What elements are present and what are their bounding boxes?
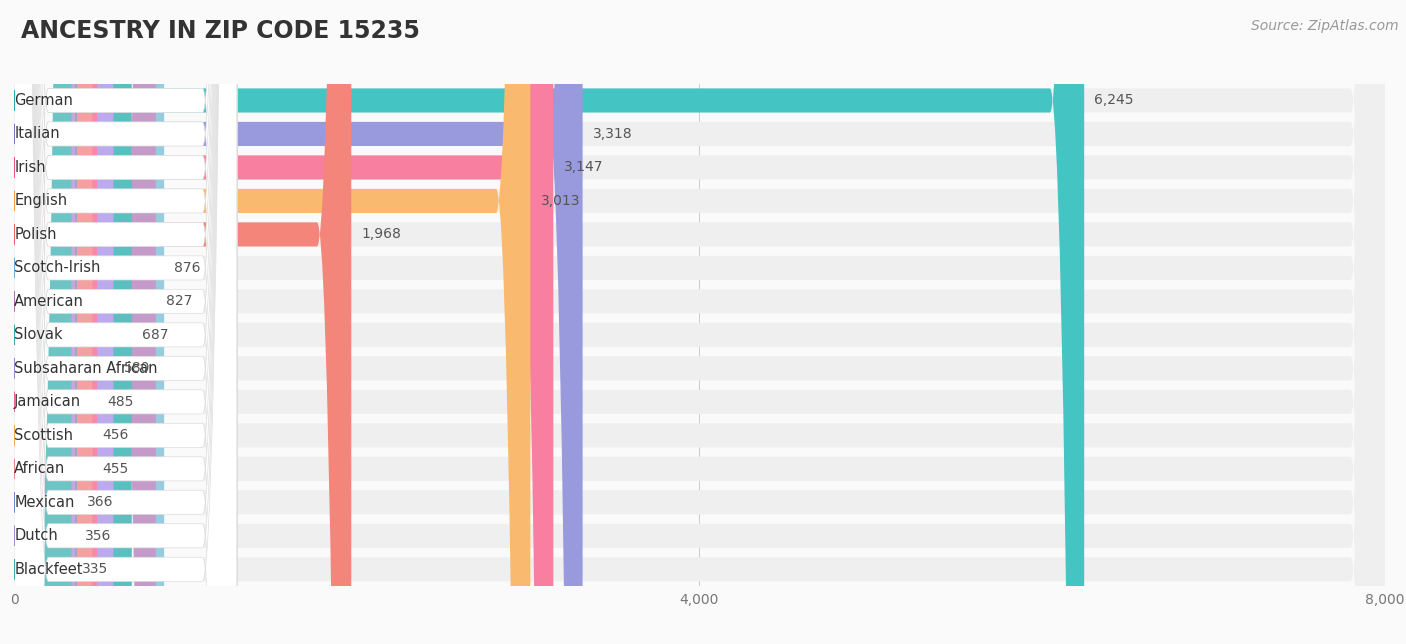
Text: Slovak: Slovak	[14, 327, 63, 343]
FancyBboxPatch shape	[14, 0, 1385, 644]
Text: Scottish: Scottish	[14, 428, 73, 443]
Text: 335: 335	[82, 562, 108, 576]
Text: 3,318: 3,318	[593, 127, 633, 141]
FancyBboxPatch shape	[14, 0, 352, 644]
Text: 580: 580	[124, 361, 150, 375]
Text: 456: 456	[103, 428, 129, 442]
Text: American: American	[14, 294, 84, 309]
FancyBboxPatch shape	[14, 0, 236, 644]
FancyBboxPatch shape	[14, 0, 236, 644]
FancyBboxPatch shape	[14, 0, 132, 644]
FancyBboxPatch shape	[14, 0, 582, 644]
Text: 876: 876	[174, 261, 201, 275]
Text: 3,013: 3,013	[541, 194, 581, 208]
FancyBboxPatch shape	[14, 0, 156, 644]
FancyBboxPatch shape	[14, 0, 1385, 644]
FancyBboxPatch shape	[14, 0, 236, 644]
FancyBboxPatch shape	[14, 0, 236, 644]
FancyBboxPatch shape	[14, 0, 236, 644]
FancyBboxPatch shape	[14, 0, 165, 644]
Text: English: English	[14, 193, 67, 209]
FancyBboxPatch shape	[14, 0, 1385, 644]
FancyBboxPatch shape	[14, 0, 1385, 644]
Text: Mexican: Mexican	[14, 495, 75, 510]
FancyBboxPatch shape	[14, 0, 236, 644]
Text: 3,147: 3,147	[564, 160, 603, 175]
Text: 687: 687	[142, 328, 169, 342]
FancyBboxPatch shape	[14, 0, 1084, 644]
FancyBboxPatch shape	[14, 0, 236, 644]
Text: Dutch: Dutch	[14, 528, 58, 544]
FancyBboxPatch shape	[14, 0, 97, 644]
Text: 455: 455	[103, 462, 128, 476]
FancyBboxPatch shape	[14, 0, 1385, 644]
FancyBboxPatch shape	[14, 0, 236, 644]
FancyBboxPatch shape	[14, 0, 1385, 644]
FancyBboxPatch shape	[14, 0, 236, 644]
FancyBboxPatch shape	[14, 0, 1385, 644]
FancyBboxPatch shape	[14, 0, 236, 644]
FancyBboxPatch shape	[14, 0, 236, 644]
Text: 827: 827	[166, 294, 193, 308]
Text: 366: 366	[87, 495, 114, 509]
Text: German: German	[14, 93, 73, 108]
Text: 356: 356	[86, 529, 111, 543]
Text: Subsaharan African: Subsaharan African	[14, 361, 157, 376]
Text: Blackfeet: Blackfeet	[14, 562, 83, 577]
FancyBboxPatch shape	[14, 0, 1385, 644]
FancyBboxPatch shape	[14, 0, 236, 644]
FancyBboxPatch shape	[14, 0, 236, 644]
Text: ANCESTRY IN ZIP CODE 15235: ANCESTRY IN ZIP CODE 15235	[21, 19, 420, 43]
FancyBboxPatch shape	[14, 0, 530, 644]
FancyBboxPatch shape	[14, 0, 1385, 644]
FancyBboxPatch shape	[14, 0, 1385, 644]
Text: Italian: Italian	[14, 126, 60, 142]
FancyBboxPatch shape	[14, 0, 1385, 644]
Text: 1,968: 1,968	[361, 227, 402, 242]
FancyBboxPatch shape	[14, 0, 1385, 644]
Text: Jamaican: Jamaican	[14, 394, 82, 410]
FancyBboxPatch shape	[14, 0, 93, 644]
FancyBboxPatch shape	[14, 0, 1385, 644]
FancyBboxPatch shape	[14, 0, 91, 644]
Text: 6,245: 6,245	[1094, 93, 1135, 108]
Text: 485: 485	[107, 395, 134, 409]
Text: Irish: Irish	[14, 160, 46, 175]
FancyBboxPatch shape	[14, 0, 75, 644]
FancyBboxPatch shape	[14, 0, 554, 644]
FancyBboxPatch shape	[14, 0, 77, 644]
FancyBboxPatch shape	[14, 0, 1385, 644]
FancyBboxPatch shape	[14, 0, 1385, 644]
Text: Scotch-Irish: Scotch-Irish	[14, 260, 100, 276]
Text: African: African	[14, 461, 66, 477]
Text: Source: ZipAtlas.com: Source: ZipAtlas.com	[1251, 19, 1399, 33]
FancyBboxPatch shape	[14, 0, 72, 644]
FancyBboxPatch shape	[14, 0, 236, 644]
Text: Polish: Polish	[14, 227, 56, 242]
FancyBboxPatch shape	[14, 0, 236, 644]
FancyBboxPatch shape	[14, 0, 114, 644]
